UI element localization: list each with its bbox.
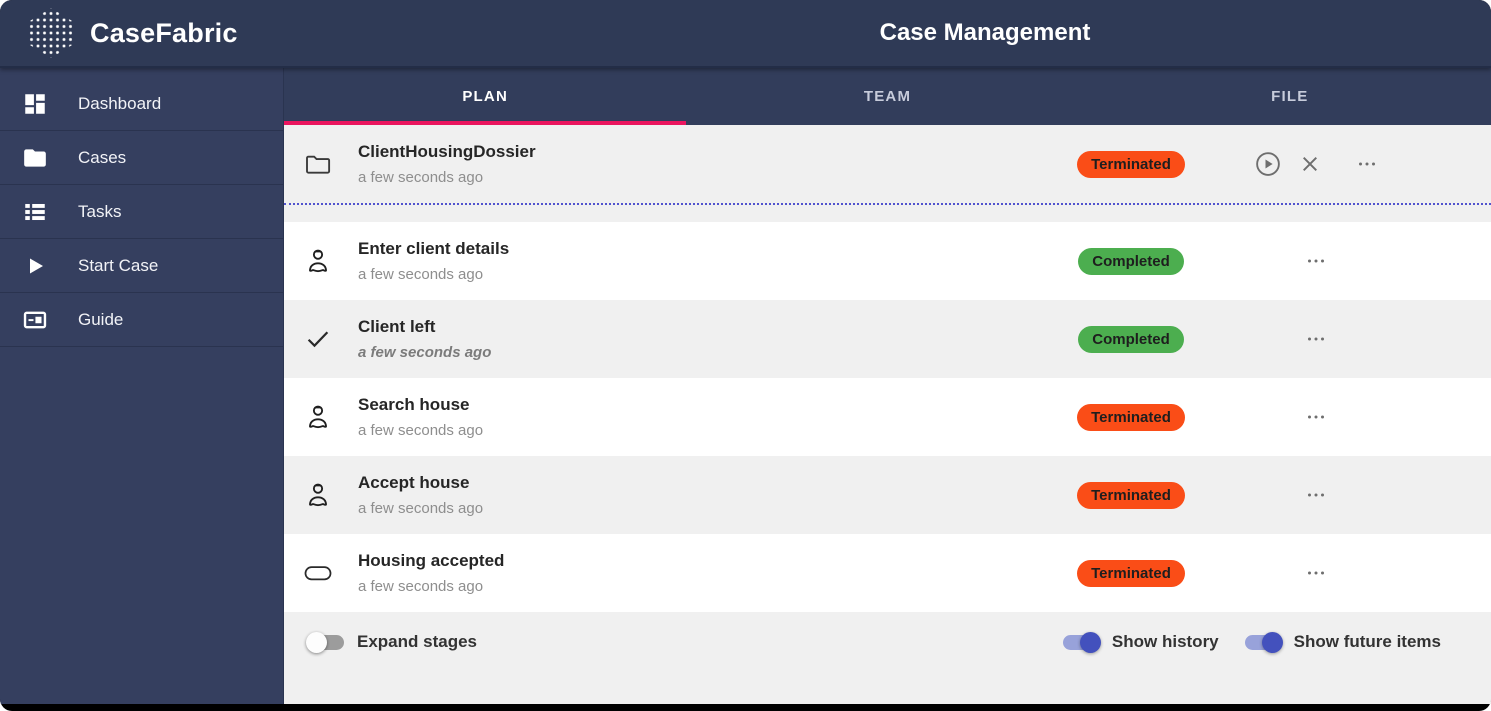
plan-options-bar: Expand stages Show history Show future i… — [284, 612, 1491, 672]
toggle-on-icon[interactable] — [1244, 631, 1283, 653]
plan-item-timestamp: a few seconds ago — [358, 265, 484, 283]
brand[interactable]: CaseFabric — [0, 8, 238, 58]
plan-item-timestamp: a few seconds ago — [358, 421, 484, 439]
plan-item-timestamp: a few seconds ago — [358, 343, 492, 361]
more-button[interactable] — [1355, 152, 1379, 176]
app-header: CaseFabric Case Management — [0, 0, 1491, 68]
more-button[interactable] — [1304, 405, 1328, 429]
play-icon — [22, 254, 48, 278]
tab-plan[interactable]: PLAN — [284, 68, 687, 125]
plan-item-title: Accept house — [358, 473, 470, 493]
guide-icon — [22, 307, 48, 333]
toggle-label: Expand stages — [357, 632, 477, 651]
plan-item-row[interactable]: Enter client details a few seconds ago C… — [284, 222, 1491, 300]
status-badge: Terminated — [1077, 150, 1185, 178]
plan-item-row[interactable]: Housing accepted a few seconds ago Termi… — [284, 534, 1491, 612]
more-button[interactable] — [1304, 561, 1328, 585]
toggle-label: Show future items — [1293, 632, 1441, 651]
page-title: Case Management — [879, 19, 1091, 46]
brand-name: CaseFabric — [90, 17, 238, 48]
play-circle-button[interactable] — [1253, 149, 1283, 179]
sidebar: Dashboard Cases Tasks — [0, 68, 284, 704]
toggle-on-icon[interactable] — [1062, 631, 1101, 653]
check-icon — [300, 324, 336, 354]
sidebar-item-start-case[interactable]: Start Case — [0, 239, 283, 293]
main-content: PLAN TEAM FILE ClientHousingDossier a fe… — [284, 68, 1491, 704]
sidebar-item-label: Dashboard — [78, 93, 162, 113]
expand-stages-toggle[interactable]: Expand stages — [306, 631, 477, 653]
sidebar-item-dashboard[interactable]: Dashboard — [0, 77, 283, 131]
more-button[interactable] — [1304, 483, 1328, 507]
case-separator-gap — [284, 205, 1491, 222]
status-badge: Terminated — [1077, 481, 1185, 509]
content-filler — [284, 672, 1491, 704]
case-title: ClientHousingDossier — [358, 142, 536, 162]
casefabric-logo-icon — [29, 8, 73, 58]
sidebar-item-label: Cases — [78, 147, 127, 167]
status-badge: Terminated — [1077, 403, 1185, 431]
toggle-label: Show history — [1111, 632, 1219, 651]
sidebar-item-tasks[interactable]: Tasks — [0, 185, 283, 239]
toggle-off-icon[interactable] — [306, 631, 344, 653]
dashboard-icon — [22, 91, 48, 117]
case-timestamp: a few seconds ago — [358, 168, 484, 186]
milestone-icon — [300, 557, 336, 589]
plan-item-row[interactable]: Client left a few seconds ago Completed — [284, 300, 1491, 378]
task-list-icon — [22, 199, 48, 225]
more-button[interactable] — [1304, 249, 1328, 273]
folder-icon — [22, 145, 48, 171]
plan-item-row[interactable]: Accept house a few seconds ago Terminate… — [284, 456, 1491, 534]
case-header-row[interactable]: ClientHousingDossier a few seconds ago T… — [284, 125, 1491, 205]
person-icon — [300, 402, 336, 432]
plan-item-title: Search house — [358, 395, 470, 415]
plan-item-timestamp: a few seconds ago — [358, 499, 484, 517]
tab-bar: PLAN TEAM FILE — [284, 68, 1491, 125]
sidebar-item-label: Guide — [78, 309, 124, 329]
tab-team[interactable]: TEAM — [863, 88, 912, 105]
sidebar-item-guide[interactable]: Guide — [0, 293, 283, 347]
sidebar-item-label: Tasks — [78, 201, 122, 221]
more-button[interactable] — [1304, 327, 1328, 351]
status-badge: Completed — [1078, 325, 1184, 353]
person-icon — [300, 480, 336, 510]
person-icon — [300, 246, 336, 276]
plan-item-title: Enter client details — [358, 239, 510, 259]
folder-outline-icon — [300, 149, 336, 179]
close-button[interactable] — [1297, 151, 1323, 177]
show-history-toggle[interactable]: Show history — [1062, 631, 1219, 653]
status-badge: Completed — [1078, 247, 1184, 275]
show-future-items-toggle[interactable]: Show future items — [1244, 631, 1441, 653]
plan-item-row[interactable]: Search house a few seconds ago Terminate… — [284, 378, 1491, 456]
plan-item-timestamp: a few seconds ago — [358, 577, 484, 595]
plan-item-title: Client left — [358, 317, 436, 337]
plan-item-title: Housing accepted — [358, 551, 505, 571]
sidebar-item-cases[interactable]: Cases — [0, 131, 283, 185]
sidebar-item-label: Start Case — [78, 255, 159, 275]
tab-file[interactable]: FILE — [1271, 88, 1309, 105]
status-badge: Terminated — [1077, 559, 1185, 587]
